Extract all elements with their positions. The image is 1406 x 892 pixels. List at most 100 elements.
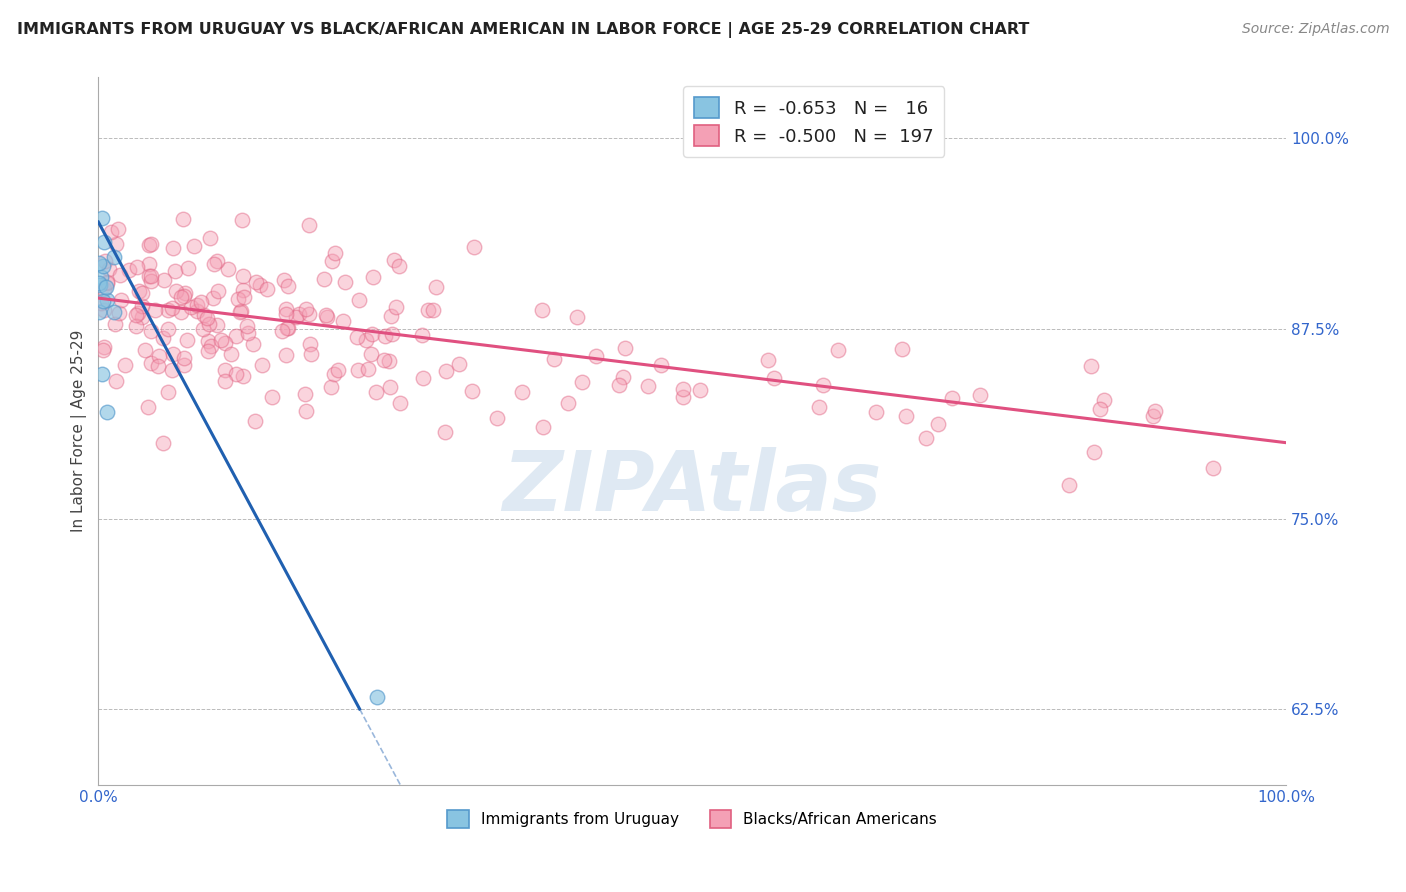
Point bbox=[136, 400, 159, 414]
Point bbox=[131, 285, 153, 300]
Point bbox=[173, 358, 195, 372]
Point bbox=[225, 329, 247, 343]
Point bbox=[1090, 402, 1112, 417]
Point bbox=[93, 235, 115, 249]
Point bbox=[288, 307, 311, 321]
Point bbox=[235, 319, 257, 334]
Point bbox=[87, 256, 110, 270]
Point bbox=[486, 411, 509, 425]
Point bbox=[637, 379, 659, 393]
Point bbox=[295, 404, 318, 418]
Point bbox=[607, 377, 630, 392]
Point bbox=[614, 341, 637, 355]
Point bbox=[197, 334, 219, 348]
Point bbox=[93, 253, 115, 268]
Point bbox=[827, 343, 849, 357]
Point bbox=[380, 380, 402, 394]
Point bbox=[346, 363, 368, 377]
Point bbox=[689, 383, 711, 397]
Point bbox=[172, 212, 194, 227]
Point bbox=[165, 284, 187, 298]
Point bbox=[93, 282, 115, 296]
Point bbox=[449, 357, 471, 371]
Point bbox=[378, 354, 401, 368]
Point bbox=[323, 246, 346, 260]
Point bbox=[232, 283, 254, 297]
Point bbox=[323, 367, 346, 381]
Point bbox=[295, 302, 318, 317]
Point bbox=[531, 302, 554, 317]
Point bbox=[361, 326, 384, 341]
Point bbox=[357, 362, 380, 376]
Point bbox=[91, 211, 114, 225]
Point bbox=[298, 218, 321, 232]
Point bbox=[157, 322, 180, 336]
Point bbox=[202, 291, 225, 305]
Point bbox=[125, 260, 148, 275]
Point bbox=[277, 320, 299, 334]
Point bbox=[214, 363, 236, 377]
Point bbox=[364, 384, 387, 399]
Point bbox=[232, 369, 254, 384]
Point bbox=[231, 304, 253, 318]
Point bbox=[183, 238, 205, 252]
Point bbox=[176, 333, 198, 347]
Point bbox=[232, 268, 254, 283]
Point bbox=[347, 293, 370, 308]
Point bbox=[346, 329, 368, 343]
Point bbox=[361, 269, 384, 284]
Point bbox=[315, 308, 337, 322]
Point bbox=[276, 307, 298, 321]
Point bbox=[200, 231, 222, 245]
Point bbox=[326, 362, 349, 376]
Point bbox=[219, 347, 242, 361]
Point bbox=[256, 282, 278, 296]
Point bbox=[125, 308, 148, 322]
Point bbox=[180, 301, 202, 315]
Point bbox=[131, 299, 153, 313]
Point bbox=[260, 390, 283, 404]
Point bbox=[228, 292, 250, 306]
Point bbox=[90, 296, 112, 310]
Point bbox=[1142, 409, 1164, 423]
Point bbox=[298, 307, 321, 321]
Point bbox=[425, 280, 447, 294]
Point bbox=[276, 301, 298, 316]
Point bbox=[160, 301, 183, 315]
Point bbox=[299, 347, 322, 361]
Point bbox=[157, 384, 180, 399]
Point bbox=[103, 317, 125, 331]
Point bbox=[374, 329, 396, 343]
Point bbox=[672, 382, 695, 396]
Point bbox=[242, 336, 264, 351]
Point bbox=[138, 257, 160, 271]
Point bbox=[250, 358, 273, 372]
Point bbox=[127, 306, 149, 320]
Point bbox=[276, 321, 298, 335]
Point bbox=[100, 225, 122, 239]
Point bbox=[91, 293, 114, 308]
Point bbox=[299, 337, 322, 351]
Point bbox=[148, 349, 170, 363]
Point bbox=[463, 240, 485, 254]
Point bbox=[243, 414, 266, 428]
Point bbox=[89, 278, 111, 293]
Point bbox=[96, 275, 118, 289]
Point bbox=[139, 324, 162, 338]
Point bbox=[412, 370, 434, 384]
Point bbox=[165, 264, 187, 278]
Point bbox=[418, 302, 440, 317]
Text: IMMIGRANTS FROM URUGUAY VS BLACK/AFRICAN AMERICAN IN LABOR FORCE | AGE 25-29 COR: IMMIGRANTS FROM URUGUAY VS BLACK/AFRICAN… bbox=[17, 22, 1029, 38]
Point bbox=[1057, 478, 1080, 492]
Point bbox=[650, 358, 672, 372]
Point bbox=[277, 278, 299, 293]
Point bbox=[198, 317, 221, 331]
Point bbox=[915, 431, 938, 445]
Point bbox=[87, 276, 110, 290]
Point bbox=[316, 310, 339, 325]
Point bbox=[225, 367, 247, 381]
Point bbox=[96, 293, 118, 307]
Point bbox=[138, 237, 160, 252]
Point bbox=[321, 253, 343, 268]
Point bbox=[890, 343, 912, 357]
